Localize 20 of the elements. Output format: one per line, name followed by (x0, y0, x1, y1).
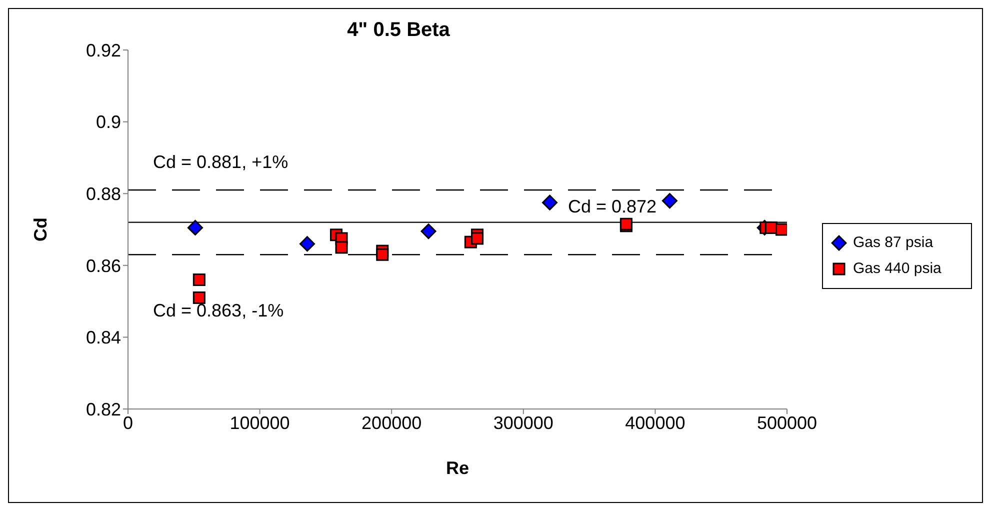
ref-line-label: Cd = 0.881, +1% (153, 152, 288, 172)
y-tick-label: 0.88 (86, 184, 121, 204)
x-tick-label: 400000 (625, 412, 686, 433)
y-tick-label: 0.92 (86, 40, 121, 60)
x-tick-label: 0 (122, 412, 134, 433)
x-tick-label: 300000 (493, 412, 554, 433)
legend-label: Gas 440 psia (853, 258, 942, 278)
x-tick-label: 100000 (230, 412, 290, 433)
ref-line-label: Cd = 0.872 (568, 196, 657, 216)
legend-label: Gas 87 psia (853, 232, 934, 252)
y-axis-title: Cd (30, 218, 50, 242)
y-tick-label: 0.82 (86, 399, 121, 420)
ref-line-label: Cd = 0.863, -1% (153, 300, 284, 321)
y-tick-label: 0.9 (96, 112, 121, 132)
y-tick-label: 0.84 (86, 328, 121, 348)
y-tick-label: 0.86 (86, 256, 121, 276)
chart-title: 4" 0.5 Beta (346, 19, 451, 42)
x-tick-label: 200000 (362, 412, 422, 433)
x-axis-title: Re (446, 458, 470, 478)
x-tick-label: 500000 (756, 412, 818, 433)
